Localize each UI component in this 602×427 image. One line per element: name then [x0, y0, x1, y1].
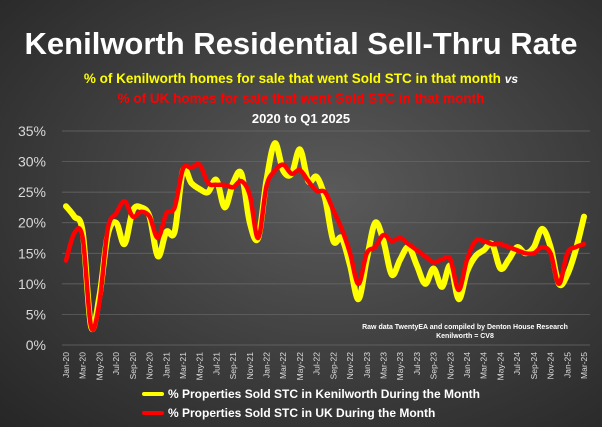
legend-label-kenilworth: % Properties Sold STC in Kenilworth Duri…	[168, 387, 480, 401]
subtitle-vs: vs	[504, 72, 519, 86]
period-label: 2020 to Q1 2025	[251, 111, 351, 126]
source-note: Raw data TwentyEA and compiled by Denton…	[360, 323, 570, 341]
y-tick-label: 35%	[18, 123, 46, 139]
y-tick-label: 30%	[18, 154, 46, 170]
x-tick-label: Sep-21	[228, 352, 238, 380]
x-tick-label: May-22	[295, 352, 305, 381]
x-tick-label: Nov-24	[546, 352, 556, 380]
legend-swatch-kenilworth	[142, 392, 164, 396]
x-tick-label: Mar-22	[278, 352, 288, 379]
x-tick-label: Jul-23	[412, 352, 422, 375]
y-tick-label: 15%	[18, 245, 46, 261]
source-line-1: Raw data TwentyEA and compiled by Denton…	[362, 324, 568, 331]
chart-title: Kenilworth Residential Sell-Thru Rate	[24, 26, 578, 61]
subtitle-kenilworth-text: % of Kenilworth homes for sale that went…	[83, 71, 501, 86]
y-tick-label: 20%	[18, 215, 46, 231]
x-tick-label: Jul-22	[312, 352, 322, 375]
legend-label-uk: % Properties Sold STC in UK During the M…	[168, 406, 436, 420]
y-tick-label: 5%	[26, 306, 46, 322]
x-tick-label: Mar-24	[479, 352, 489, 379]
y-tick-label: 10%	[18, 276, 46, 292]
x-tick-label: Jan-22	[262, 352, 272, 378]
x-tick-label: Mar-25	[579, 352, 589, 379]
x-tick-label: Jul-20	[111, 352, 121, 375]
x-tick-label: Jan-23	[362, 352, 372, 378]
x-tick-label: Sep-22	[328, 352, 338, 380]
x-tick-label: Nov-22	[345, 352, 355, 380]
x-tick-label: Jan-24	[462, 352, 472, 378]
x-tick-label: May-20	[94, 352, 104, 381]
x-tick-label: Jul-24	[512, 352, 522, 375]
x-tick-label: Sep-20	[128, 352, 138, 380]
legend-item-uk: % Properties Sold STC in UK During the M…	[142, 406, 435, 420]
x-tick-label: Jul-21	[211, 352, 221, 375]
source-line-2: Kenilworth = CV8	[436, 333, 494, 340]
x-tick-label: Mar-21	[178, 352, 188, 379]
x-tick-label: Jan-21	[161, 352, 171, 378]
x-tick-label: Mar-23	[378, 352, 388, 379]
x-tick-label: Nov-23	[445, 352, 455, 380]
series-line-kenilworth	[63, 140, 587, 333]
x-tick-label: Nov-21	[245, 352, 255, 380]
subtitle-uk: % of UK homes for sale that went Sold ST…	[117, 91, 485, 106]
x-tick-label: Sep-24	[529, 352, 539, 380]
x-tick-label: May-24	[495, 352, 505, 381]
legend-swatch-uk	[142, 411, 164, 415]
x-tick-label: May-21	[195, 352, 205, 381]
x-tick-label: Jan-20	[61, 352, 71, 378]
x-tick-label: Sep-23	[429, 352, 439, 380]
legend-item-kenilworth: % Properties Sold STC in Kenilworth Duri…	[142, 387, 480, 401]
subtitle-kenilworth: % of Kenilworth homes for sale that went…	[0, 70, 602, 88]
y-tick-label: 25%	[18, 184, 46, 200]
x-tick-label: Jan-25	[562, 352, 572, 378]
x-tick-label: May-23	[395, 352, 405, 381]
x-tick-label: Mar-20	[78, 352, 88, 379]
x-tick-label: Nov-20	[145, 352, 155, 380]
y-tick-label: 0%	[26, 337, 46, 353]
